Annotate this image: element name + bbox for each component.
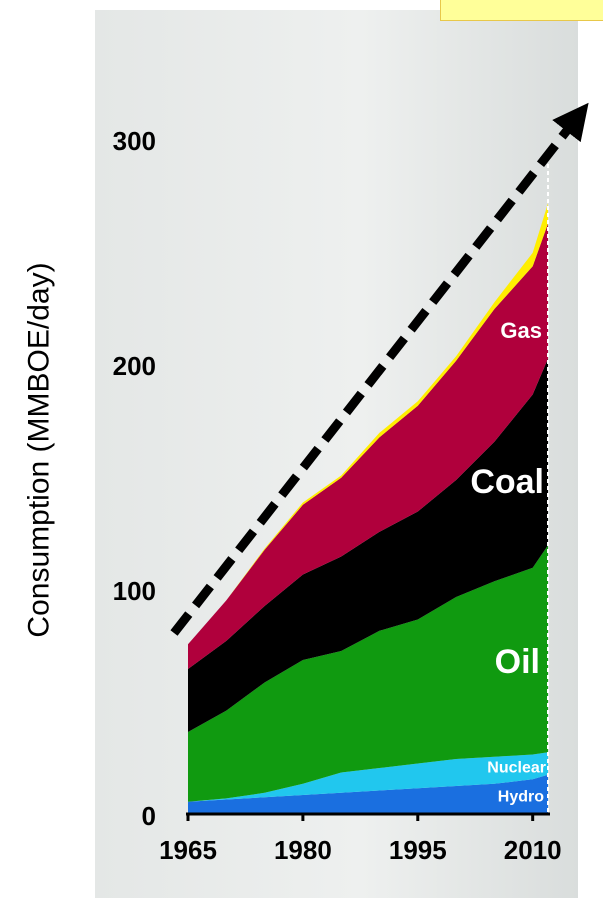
x-tick-label: 1995 xyxy=(389,835,447,865)
series-label-coal: Coal xyxy=(470,463,544,501)
area-other-5 xyxy=(188,203,548,645)
series-label-nuclear: Nuclear xyxy=(487,759,546,776)
callout-note xyxy=(440,0,603,21)
area-nuclear xyxy=(188,752,548,802)
area-oil xyxy=(188,545,548,802)
y-tick-label: 0 xyxy=(142,801,156,831)
series-label-oil: Oil xyxy=(495,643,540,681)
trend-arrow xyxy=(170,102,589,636)
stacked-areas xyxy=(188,203,548,813)
y-tick-label: 200 xyxy=(113,351,156,381)
series-label-gas: Gas xyxy=(500,318,542,343)
y-tick-labels: 0 100 200 300 xyxy=(113,126,156,831)
series-label-hydro: Hydro xyxy=(498,789,544,806)
series-labels: Hydro Nuclear Oil Coal Gas xyxy=(470,318,546,806)
area-hydro xyxy=(188,774,548,813)
x-tick-labels: 1965 1980 1995 2010 xyxy=(159,813,562,865)
y-tick-label: 300 xyxy=(113,126,156,156)
x-tick-label: 2010 xyxy=(504,835,562,865)
x-tick-label: 1965 xyxy=(159,835,217,865)
x-tick-label: 1980 xyxy=(274,835,332,865)
y-tick-label: 100 xyxy=(113,576,156,606)
area-gas xyxy=(188,223,548,669)
area-coal xyxy=(188,358,548,732)
